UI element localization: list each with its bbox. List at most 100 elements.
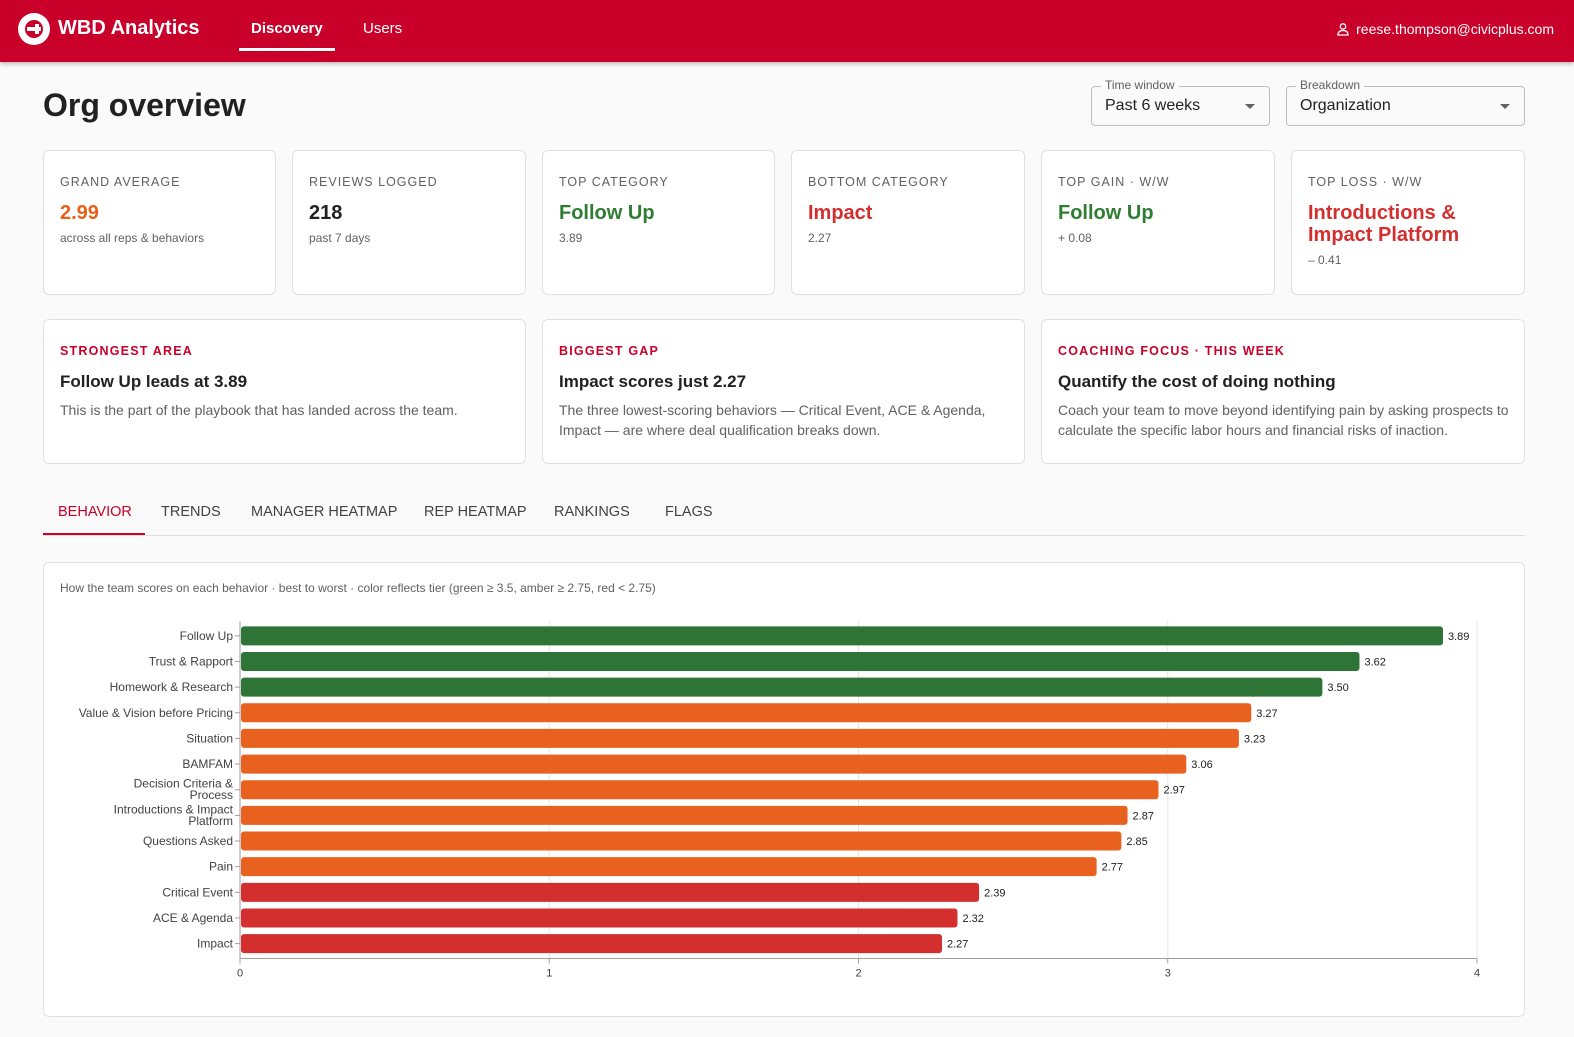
tab-manager-heatmap[interactable]: MANAGER HEATMAP bbox=[251, 504, 398, 520]
bar[interactable] bbox=[241, 908, 958, 928]
insight-title: Impact scores just 2.27 bbox=[559, 372, 747, 391]
kpi-label: REVIEWS LOGGED bbox=[309, 175, 438, 189]
kpi-card-reviews-logged: REVIEWS LOGGED 218 past 7 days bbox=[292, 150, 526, 295]
bar[interactable] bbox=[241, 934, 942, 954]
category-label: Homework & Research bbox=[110, 680, 233, 694]
kpi-sub: 3.89 bbox=[559, 231, 583, 245]
insight-label: BIGGEST GAP bbox=[559, 344, 660, 358]
kpi-sub: across all reps & behaviors bbox=[60, 231, 205, 245]
category-label-line: Introductions & Impact bbox=[114, 802, 234, 816]
category-label: Introductions & Impact Platform bbox=[114, 802, 234, 828]
insight-body: This is the part of the playbook that ha… bbox=[60, 402, 458, 418]
category-label: Questions Asked bbox=[143, 834, 233, 848]
kpi-value: Follow Up bbox=[559, 202, 655, 224]
dropdown-caret-icon bbox=[1245, 104, 1255, 109]
bar-value-label: 2.27 bbox=[947, 939, 968, 951]
category-label: Pain bbox=[209, 860, 233, 874]
app-title: WBD Analytics bbox=[58, 17, 200, 39]
nav-active-indicator bbox=[239, 48, 335, 51]
chart-caption: How the team scores on each behavior · b… bbox=[60, 581, 656, 595]
page-title: Org overview bbox=[43, 87, 246, 123]
insight-title: Quantify the cost of doing nothing bbox=[1058, 372, 1336, 391]
bar-value-label: 3.89 bbox=[1448, 631, 1469, 643]
bar[interactable] bbox=[241, 626, 1443, 646]
kpi-value: 218 bbox=[309, 202, 343, 224]
insight-label: COACHING FOCUS · THIS WEEK bbox=[1058, 344, 1286, 358]
bar[interactable] bbox=[241, 677, 1323, 697]
kpi-label: BOTTOM CATEGORY bbox=[808, 175, 949, 189]
category-label: ACE & Agenda bbox=[153, 911, 233, 925]
insight-title: Follow Up leads at 3.89 bbox=[60, 372, 248, 391]
breakdown-select[interactable]: Breakdown Organization bbox=[1286, 78, 1525, 126]
kpi-value: 2.99 bbox=[60, 202, 99, 224]
tab-rep-heatmap[interactable]: REP HEATMAP bbox=[424, 504, 527, 520]
kpi-sub: – 0.41 bbox=[1308, 253, 1342, 267]
user-menu[interactable]: reese.thompson@civicplus.com bbox=[1336, 21, 1554, 37]
bar[interactable] bbox=[241, 780, 1159, 800]
time-window-select[interactable]: Time window Past 6 weeks bbox=[1091, 78, 1270, 126]
tab-divider bbox=[43, 535, 1525, 536]
nav-tab-users[interactable]: Users bbox=[363, 20, 403, 37]
tab-flags[interactable]: FLAGS bbox=[665, 504, 713, 520]
x-tick-label: 1 bbox=[546, 967, 552, 979]
tab-rankings[interactable]: RANKINGS bbox=[554, 504, 630, 520]
bar-value-label: 3.27 bbox=[1256, 708, 1277, 720]
kpi-label: TOP CATEGORY bbox=[559, 175, 669, 189]
kpi-value: Follow Up bbox=[1058, 202, 1154, 224]
app-bar: WBD Analytics Discovery Users reese.thom… bbox=[0, 0, 1574, 62]
bar-value-label: 3.62 bbox=[1364, 656, 1385, 668]
category-label: Value & Vision before Pricing bbox=[79, 706, 233, 720]
bar[interactable] bbox=[241, 651, 1360, 671]
kpi-sub: + 0.08 bbox=[1058, 231, 1092, 245]
breakdown-value: Organization bbox=[1300, 97, 1391, 114]
category-label-line: Platform bbox=[188, 814, 233, 828]
insight-card-biggest-gap: BIGGEST GAP Impact scores just 2.27 The … bbox=[542, 319, 1025, 464]
bar[interactable] bbox=[241, 754, 1187, 774]
time-window-value: Past 6 weeks bbox=[1105, 97, 1201, 114]
category-label-line: Decision Criteria & bbox=[134, 777, 233, 791]
dropdown-caret-icon bbox=[1500, 104, 1510, 109]
behavior-bar-chart: 0 1 2 3 4 3.89 Follow Up 3.62 Trust & Rapport 3.5… bbox=[79, 621, 1480, 979]
category-label: Situation bbox=[186, 731, 233, 745]
category-label: Follow Up bbox=[180, 629, 234, 643]
kpi-label: TOP GAIN · W/W bbox=[1058, 175, 1170, 189]
bar-value-label: 2.87 bbox=[1133, 810, 1154, 822]
bar-value-label: 2.97 bbox=[1163, 785, 1184, 797]
category-label: Critical Event bbox=[162, 885, 233, 899]
breakdown-label: Breakdown bbox=[1296, 78, 1365, 92]
kpi-value: Impact bbox=[808, 202, 873, 224]
logo-icon bbox=[25, 20, 43, 38]
nav-tab-discovery[interactable]: Discovery bbox=[251, 20, 323, 37]
insight-body: Coach your team to move beyond identifyi… bbox=[1058, 402, 1509, 438]
kpi-sub: 2.27 bbox=[808, 231, 832, 245]
category-label: Decision Criteria & Process bbox=[134, 777, 233, 803]
bar[interactable] bbox=[241, 857, 1097, 877]
bar[interactable] bbox=[241, 831, 1122, 851]
behavior-chart-card: How the team scores on each behavior · b… bbox=[43, 562, 1525, 1017]
bar-value-label: 3.06 bbox=[1191, 759, 1212, 771]
x-tick-label: 4 bbox=[1474, 967, 1480, 979]
category-label: Trust & Rapport bbox=[149, 654, 234, 668]
category-label: Impact bbox=[197, 937, 234, 951]
bar[interactable] bbox=[241, 703, 1252, 723]
insight-label: STRONGEST AREA bbox=[60, 344, 194, 358]
bar-value-label: 3.50 bbox=[1327, 682, 1348, 694]
bar[interactable] bbox=[241, 882, 980, 902]
insight-card-strongest-area: STRONGEST AREA Follow Up leads at 3.89 T… bbox=[43, 319, 526, 464]
app-logo[interactable] bbox=[18, 13, 50, 45]
tab-behavior[interactable]: BEHAVIOR bbox=[58, 504, 132, 520]
bar-value-label: 2.85 bbox=[1126, 836, 1147, 848]
kpi-card-top-category: TOP CATEGORY Follow Up 3.89 bbox=[542, 150, 775, 295]
person-icon bbox=[1337, 23, 1349, 36]
bar-value-label: 2.32 bbox=[962, 913, 983, 925]
bar[interactable] bbox=[241, 805, 1128, 825]
bar-value-label: 2.77 bbox=[1102, 862, 1123, 874]
insight-body: The three lowest-scoring behaviors — Cri… bbox=[559, 402, 986, 438]
kpi-card-grand-average: GRAND AVERAGE 2.99 across all reps & beh… bbox=[43, 150, 276, 295]
tab-active-indicator bbox=[43, 533, 145, 535]
user-email: reese.thompson@civicplus.com bbox=[1356, 21, 1554, 37]
x-tick-label: 3 bbox=[1165, 967, 1171, 979]
tab-trends[interactable]: TRENDS bbox=[161, 504, 221, 520]
bar-value-label: 3.23 bbox=[1244, 733, 1265, 745]
bar[interactable] bbox=[241, 728, 1239, 748]
